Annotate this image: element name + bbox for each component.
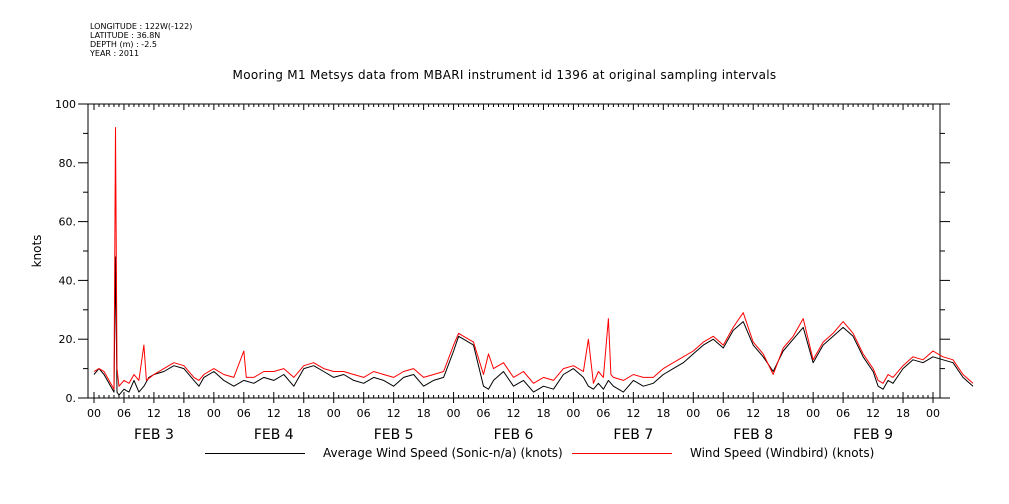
- metadata-block: LONGITUDE : 122W(-122) LATITUDE : 36.8N …: [90, 22, 192, 58]
- x-tick-label: 12: [147, 407, 161, 420]
- x-tick-label: 00: [566, 407, 580, 420]
- y-tick-label: 60.: [59, 216, 77, 229]
- x-day-label: FEB 8: [733, 427, 773, 443]
- x-day-label: FEB 9: [853, 427, 893, 443]
- x-day-label: FEB 6: [494, 427, 534, 443]
- x-tick-label: 12: [626, 407, 640, 420]
- x-day-label: FEB 4: [254, 427, 294, 443]
- x-tick-label: 18: [656, 407, 670, 420]
- x-tick-label: 06: [357, 407, 371, 420]
- y-tick-label: 80.: [59, 157, 77, 170]
- x-tick-label: 18: [536, 407, 550, 420]
- latitude-text: LATITUDE : 36.8N: [90, 31, 161, 40]
- depth-text: DEPTH (m) : -2.5: [90, 40, 157, 49]
- legend-swatch-black: [205, 453, 305, 454]
- series-average-wind-speed: [93, 256, 974, 396]
- x-tick-label: 12: [746, 407, 760, 420]
- x-tick-label: 18: [177, 407, 191, 420]
- y-tick-label: 100: [55, 98, 76, 111]
- y-axis-label: knots: [30, 235, 44, 268]
- year-text: YEAR : 2011: [90, 49, 140, 58]
- x-tick-label: 06: [117, 407, 131, 420]
- plot-frame: [87, 103, 941, 399]
- x-tick-label: 00: [327, 407, 341, 420]
- x-day-label: FEB 3: [134, 427, 174, 443]
- x-tick-label: 18: [297, 407, 311, 420]
- x-tick-label: 12: [507, 407, 521, 420]
- x-tick-label: 06: [836, 407, 850, 420]
- x-tick-label: 00: [806, 407, 820, 420]
- chart-legend: Average Wind Speed (Sonic-n/a) (knots) W…: [0, 446, 1009, 464]
- y-tick-label: 0.: [66, 392, 77, 405]
- chart-title: Mooring M1 Metsys data from MBARI instru…: [232, 68, 777, 82]
- y-tick-label: 40.: [59, 274, 77, 287]
- longitude-text: LONGITUDE : 122W(-122): [90, 22, 193, 31]
- x-tick-label: 00: [87, 407, 101, 420]
- y-tick-label: 20.: [59, 333, 77, 346]
- x-tick-label: 12: [387, 407, 401, 420]
- legend-label-average: Average Wind Speed (Sonic-n/a) (knots): [323, 446, 563, 460]
- legend-label-windbird: Wind Speed (Windbird) (knots): [690, 446, 875, 460]
- x-tick-label: 00: [447, 407, 461, 420]
- x-tick-label: 12: [267, 407, 281, 420]
- x-tick-label: 06: [237, 407, 251, 420]
- x-tick-label: 12: [866, 407, 880, 420]
- x-tick-label: 18: [896, 407, 910, 420]
- x-tick-label: 00: [207, 407, 221, 420]
- x-tick-label: 18: [776, 407, 790, 420]
- series-windbird-wind-speed: [93, 127, 974, 390]
- x-tick-label: 06: [716, 407, 730, 420]
- x-day-label: FEB 7: [613, 427, 653, 443]
- legend-swatch-red: [572, 453, 672, 454]
- x-tick-label: 06: [477, 407, 491, 420]
- x-tick-label: 00: [926, 407, 940, 420]
- x-day-label: FEB 5: [374, 427, 414, 443]
- x-tick-label: 06: [596, 407, 610, 420]
- x-tick-label: 00: [686, 407, 700, 420]
- x-tick-label: 18: [417, 407, 431, 420]
